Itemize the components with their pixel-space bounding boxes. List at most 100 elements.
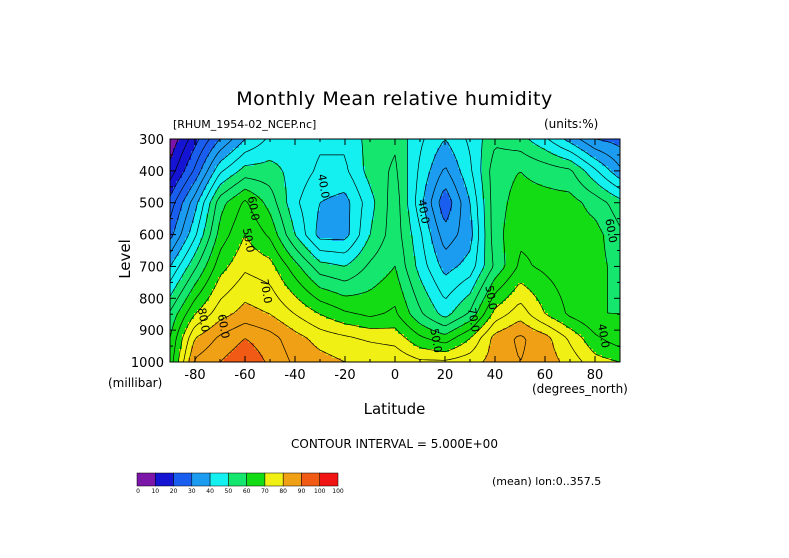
heatmap-cell bbox=[551, 172, 555, 176]
heatmap-cell bbox=[263, 178, 267, 182]
heatmap-cell bbox=[245, 154, 249, 158]
heatmap-cell bbox=[446, 199, 450, 203]
heatmap-cell bbox=[176, 148, 180, 152]
heatmap-cell bbox=[299, 229, 303, 233]
heatmap-cell bbox=[455, 199, 459, 203]
heatmap-cell bbox=[539, 187, 543, 191]
heatmap-cell bbox=[413, 148, 417, 152]
heatmap-cell bbox=[332, 151, 336, 155]
heatmap-cell bbox=[593, 160, 597, 164]
heatmap-cell bbox=[614, 175, 618, 179]
heatmap-cell bbox=[293, 145, 297, 149]
heatmap-cell bbox=[575, 184, 579, 188]
heatmap-cell bbox=[587, 172, 591, 176]
heatmap-cell bbox=[317, 148, 321, 152]
heatmap-cell bbox=[458, 187, 462, 191]
heatmap-cell bbox=[425, 163, 429, 167]
heatmap-cell bbox=[572, 196, 576, 200]
heatmap-cell bbox=[353, 172, 357, 176]
heatmap-cell bbox=[434, 202, 438, 206]
heatmap-cell bbox=[215, 139, 219, 143]
heatmap-cell bbox=[596, 160, 600, 164]
heatmap-cell bbox=[290, 166, 294, 170]
heatmap-cell bbox=[491, 214, 495, 218]
heatmap-cell bbox=[353, 193, 357, 197]
heatmap-cell bbox=[455, 142, 459, 146]
heatmap-cell bbox=[284, 220, 288, 224]
heatmap-cell bbox=[434, 199, 438, 203]
heatmap-cell bbox=[260, 217, 264, 221]
heatmap-cell bbox=[356, 196, 360, 200]
heatmap-cell bbox=[395, 193, 399, 197]
heatmap-cell bbox=[212, 184, 216, 188]
heatmap-cell bbox=[464, 169, 468, 173]
heatmap-cell bbox=[404, 196, 408, 200]
heatmap-cell bbox=[257, 151, 261, 155]
heatmap-cell bbox=[368, 142, 372, 146]
heatmap-cell bbox=[233, 163, 237, 167]
heatmap-cell bbox=[353, 154, 357, 158]
heatmap-cell bbox=[173, 226, 177, 230]
heatmap-cell bbox=[350, 154, 354, 158]
heatmap-cell bbox=[362, 142, 366, 146]
heatmap-cell bbox=[587, 217, 591, 221]
heatmap-cell bbox=[305, 208, 309, 212]
heatmap-cell bbox=[422, 142, 426, 146]
heatmap-cell bbox=[605, 190, 609, 194]
heatmap-cell bbox=[218, 196, 222, 200]
heatmap-cell bbox=[584, 202, 588, 206]
heatmap-cell bbox=[350, 175, 354, 179]
heatmap-cell bbox=[254, 184, 258, 188]
heatmap-cell bbox=[182, 178, 186, 182]
heatmap-cell bbox=[536, 199, 540, 203]
heatmap-cell bbox=[281, 181, 285, 185]
heatmap-cell bbox=[179, 148, 183, 152]
heatmap-cell bbox=[407, 205, 411, 209]
heatmap-cell bbox=[575, 208, 579, 212]
heatmap-cell bbox=[380, 142, 384, 146]
heatmap-cell bbox=[548, 181, 552, 185]
heatmap-cell bbox=[455, 178, 459, 182]
heatmap-cell bbox=[527, 226, 531, 230]
heatmap-cell bbox=[509, 214, 513, 218]
heatmap-cell bbox=[470, 181, 474, 185]
heatmap-cell bbox=[350, 184, 354, 188]
heatmap-cell bbox=[398, 220, 402, 224]
heatmap-cell bbox=[512, 175, 516, 179]
heatmap-cell bbox=[173, 160, 177, 164]
heatmap-cell bbox=[227, 157, 231, 161]
heatmap-cell bbox=[416, 163, 420, 167]
heatmap-cell bbox=[335, 217, 339, 221]
heatmap-cell bbox=[287, 196, 291, 200]
heatmap-cell bbox=[542, 217, 546, 221]
heatmap-cell bbox=[485, 214, 489, 218]
heatmap-cell bbox=[332, 199, 336, 203]
heatmap-cell bbox=[320, 160, 324, 164]
heatmap-cell bbox=[572, 226, 576, 230]
heatmap-cell bbox=[551, 229, 555, 233]
heatmap-cell bbox=[611, 202, 615, 206]
heatmap-cell bbox=[266, 184, 270, 188]
heatmap-cell bbox=[335, 154, 339, 158]
heatmap-cell bbox=[170, 151, 174, 155]
heatmap-cell bbox=[239, 145, 243, 149]
heatmap-cell bbox=[260, 235, 264, 239]
heatmap-cell bbox=[452, 169, 456, 173]
heatmap-cell bbox=[509, 166, 513, 170]
heatmap-cell bbox=[428, 226, 432, 230]
heatmap-cell bbox=[521, 232, 525, 236]
heatmap-cell bbox=[221, 220, 225, 224]
heatmap-cell bbox=[605, 148, 609, 152]
heatmap-cell bbox=[278, 154, 282, 158]
heatmap-cell bbox=[404, 169, 408, 173]
heatmap-cell bbox=[407, 151, 411, 155]
heatmap-cell bbox=[572, 211, 576, 215]
heatmap-cell bbox=[599, 157, 603, 161]
heatmap-cell bbox=[443, 172, 447, 176]
heatmap-cell bbox=[398, 229, 402, 233]
heatmap-cell bbox=[230, 214, 234, 218]
heatmap-cell bbox=[434, 163, 438, 167]
heatmap-cell bbox=[578, 175, 582, 179]
heatmap-cell bbox=[515, 166, 519, 170]
